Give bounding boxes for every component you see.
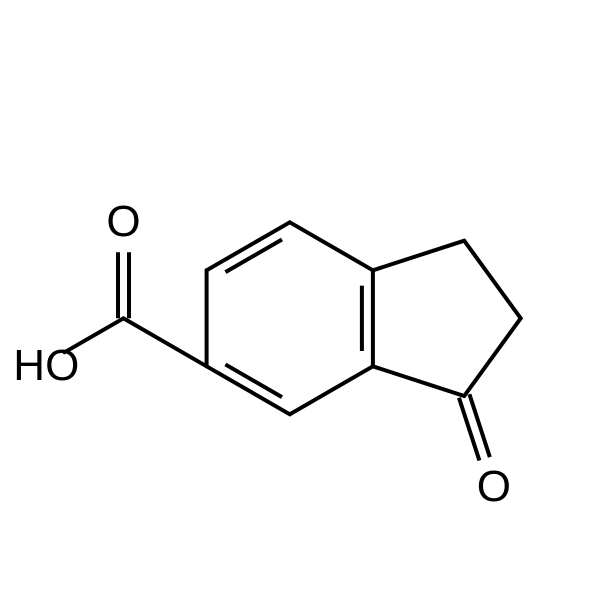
atom-label: O [106, 197, 140, 247]
chemical-structure-diagram: O O HO [0, 0, 600, 600]
atom-label: O [477, 462, 511, 512]
atom-label: HO [13, 341, 79, 391]
